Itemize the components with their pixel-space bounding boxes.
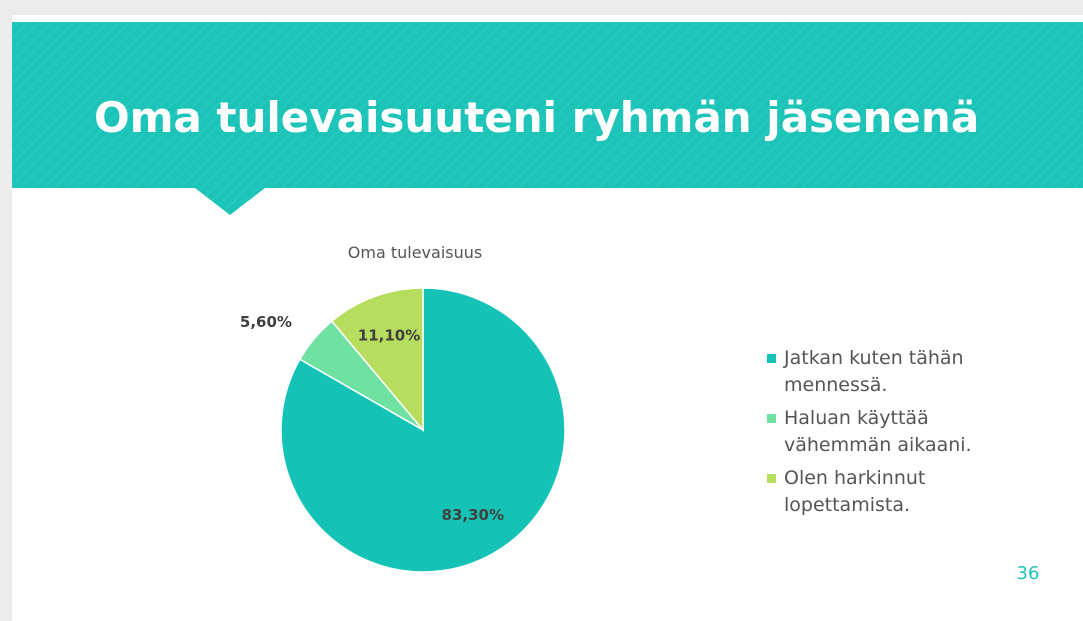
data-label: 5,60% xyxy=(240,313,292,331)
legend-item: Jatkan kuten tähän mennessä. xyxy=(767,345,1037,399)
legend-swatch xyxy=(767,414,776,423)
header-band xyxy=(12,22,1083,215)
legend-swatch xyxy=(767,354,776,363)
data-label: 83,30% xyxy=(442,506,504,524)
legend-item: Olen harkinnut lopettamista. xyxy=(767,465,1037,519)
legend-label: Olen harkinnut lopettamista. xyxy=(784,467,926,516)
legend-label: Haluan käyttää vähemmän aikaani. xyxy=(784,407,972,456)
slide-title: Oma tulevaisuuteni ryhmän jäsenenä xyxy=(94,93,979,142)
data-label: 11,10% xyxy=(358,327,420,345)
legend-item: Haluan käyttää vähemmän aikaani. xyxy=(767,405,1037,459)
pie-slice xyxy=(330,287,424,433)
legend-swatch xyxy=(767,474,776,483)
legend: Jatkan kuten tähän mennessä. Haluan käytt… xyxy=(767,345,1037,525)
chart: Oma tulevaisuuteni ryhmän jäsenenä Oma t… xyxy=(12,22,1083,584)
page-number: 36 xyxy=(1017,563,1040,584)
slide: Oma tulevaisuuteni ryhmän jäsenenä Oma t… xyxy=(12,15,1083,621)
chart-title: Oma tulevaisuus xyxy=(348,243,482,262)
legend-label: Jatkan kuten tähän mennessä. xyxy=(784,347,964,396)
